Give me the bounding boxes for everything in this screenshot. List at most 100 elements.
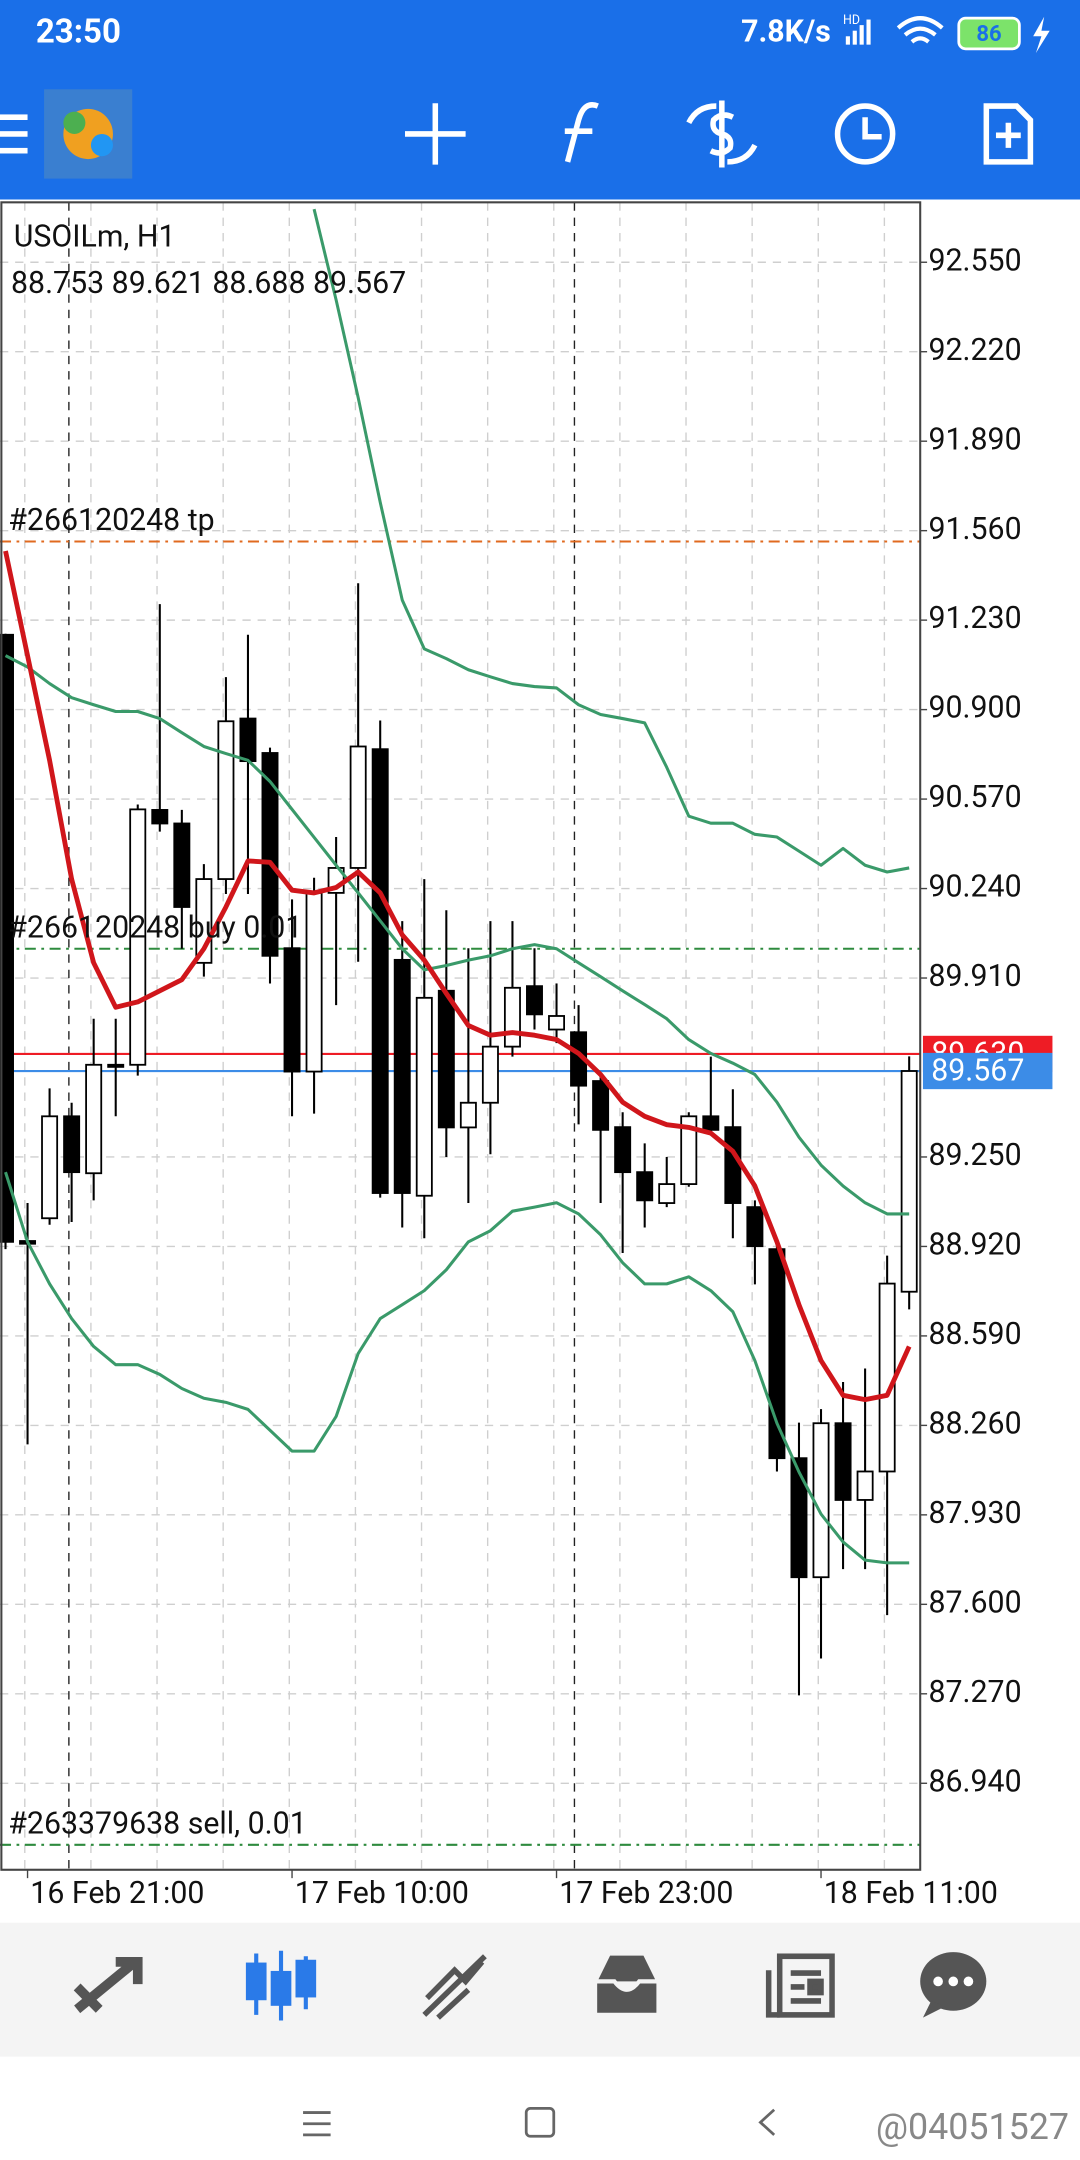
battery-level: 86 <box>976 21 1001 47</box>
y-tick-label: 88.920 <box>928 1227 1021 1262</box>
battery-icon <box>957 16 1021 51</box>
new-order-button[interactable] <box>983 103 1034 165</box>
candle-body <box>63 1115 81 1174</box>
candle-body <box>878 1282 896 1473</box>
candle-body <box>437 989 455 1129</box>
y-tick-label: 92.550 <box>928 243 1021 278</box>
indicators-button[interactable] <box>564 102 599 163</box>
history-button[interactable] <box>834 103 896 165</box>
candle-body <box>592 1080 610 1131</box>
y-tick-label: 87.270 <box>928 1675 1021 1710</box>
y-tick-label: 89.910 <box>928 959 1021 994</box>
y-tick-label: 91.560 <box>928 512 1021 547</box>
candle-body <box>459 1101 477 1129</box>
candle-body <box>900 1070 918 1293</box>
order-label: #263379638 sell, 0.01 <box>8 1806 306 1841</box>
watermark: @04051527 <box>876 2106 1069 2148</box>
x-tick-label: 17 Feb 10:00 <box>295 1876 469 1911</box>
candle-body <box>173 822 191 908</box>
status-time: 23:50 <box>36 12 121 51</box>
recents-button[interactable] <box>303 2111 331 2137</box>
history-tab[interactable] <box>593 1951 661 2017</box>
y-tick-label: 86.940 <box>928 1764 1021 1799</box>
candle-body <box>658 1183 676 1204</box>
candle-body <box>834 1422 852 1501</box>
indicator-line <box>312 208 910 874</box>
y-tick-label: 90.240 <box>928 869 1021 904</box>
y-tick-label: 91.230 <box>928 601 1021 636</box>
trade-tab[interactable] <box>422 1954 487 2020</box>
y-tick-label: 92.220 <box>928 333 1021 368</box>
candle-body <box>790 1457 808 1579</box>
ohlc-readout: 88.753 89.621 88.688 89.567 <box>11 266 406 301</box>
candle-body <box>371 748 389 1194</box>
indicator-line <box>3 550 912 1403</box>
trade-button[interactable] <box>686 100 758 168</box>
candle-body <box>812 1422 830 1579</box>
order-label: #266120248 buy 0.01 <box>8 910 302 945</box>
candle-body <box>0 633 14 1243</box>
chart-bg <box>0 199 1080 1923</box>
candle-body <box>349 745 367 869</box>
indicator-line <box>4 1171 910 1565</box>
candle-body <box>107 1063 125 1068</box>
wifi-icon <box>896 16 944 44</box>
x-tick-label: 16 Feb 21:00 <box>30 1876 204 1911</box>
home-button[interactable] <box>524 2106 556 2138</box>
candle-body <box>41 1115 59 1220</box>
candle-body <box>481 1045 499 1104</box>
candle-body <box>548 1015 566 1031</box>
candle-body <box>768 1248 786 1460</box>
candle-body <box>636 1171 654 1202</box>
candle-body <box>393 958 411 1194</box>
chart-frame <box>0 201 922 1871</box>
chart-title: USOILm, H1 <box>14 220 176 255</box>
app-logo[interactable] <box>44 89 133 179</box>
candle-body <box>702 1115 720 1131</box>
chat-tab[interactable] <box>920 1952 987 2018</box>
chart-tab[interactable] <box>245 1950 317 2021</box>
candle-body <box>283 947 301 1073</box>
x-tick-label: 18 Feb 11:00 <box>824 1876 998 1911</box>
candle-body <box>217 720 235 880</box>
y-tick-label: 90.900 <box>928 691 1021 726</box>
x-tick-label: 17 Feb 23:00 <box>559 1876 733 1911</box>
candle-body <box>503 986 521 1048</box>
net-speed: 7.8K/s <box>741 14 831 49</box>
y-tick-label: 90.570 <box>928 780 1021 815</box>
menu-button[interactable] <box>0 114 28 154</box>
crosshair-button[interactable] <box>405 103 466 165</box>
candle-body <box>239 717 257 763</box>
app-bar <box>0 0 1080 200</box>
back-button[interactable] <box>758 2108 776 2136</box>
candle-body <box>85 1063 103 1175</box>
candle-body <box>746 1206 764 1248</box>
price-tag <box>922 1052 1053 1090</box>
signal-icon <box>845 19 871 45</box>
quotes-tab[interactable] <box>73 1956 143 2014</box>
y-tick-label: 89.250 <box>928 1138 1021 1173</box>
price-tag-label: 89.567 <box>931 1053 1024 1088</box>
news-tab[interactable] <box>765 1953 835 2018</box>
candle-body <box>856 1470 874 1501</box>
y-tick-label: 88.260 <box>928 1406 1021 1441</box>
y-tick-label: 91.890 <box>928 422 1021 457</box>
candle-body <box>680 1115 698 1185</box>
candle-body <box>151 809 169 825</box>
order-label: #266120248 tp <box>8 503 214 538</box>
bottom-nav <box>0 1922 1080 2057</box>
candle-body <box>305 891 323 1073</box>
candle-body <box>415 996 433 1197</box>
signal-badge: HD <box>843 13 860 28</box>
candle-body <box>526 985 543 1016</box>
candle-body <box>724 1126 742 1204</box>
candle-body <box>261 752 279 957</box>
indicator-line <box>4 654 910 1216</box>
charging-icon <box>1033 16 1050 54</box>
y-tick-label: 87.600 <box>928 1585 1021 1620</box>
y-tick-label: 87.930 <box>928 1496 1021 1531</box>
y-tick-label: 88.590 <box>928 1317 1021 1352</box>
candle-body <box>614 1126 632 1174</box>
